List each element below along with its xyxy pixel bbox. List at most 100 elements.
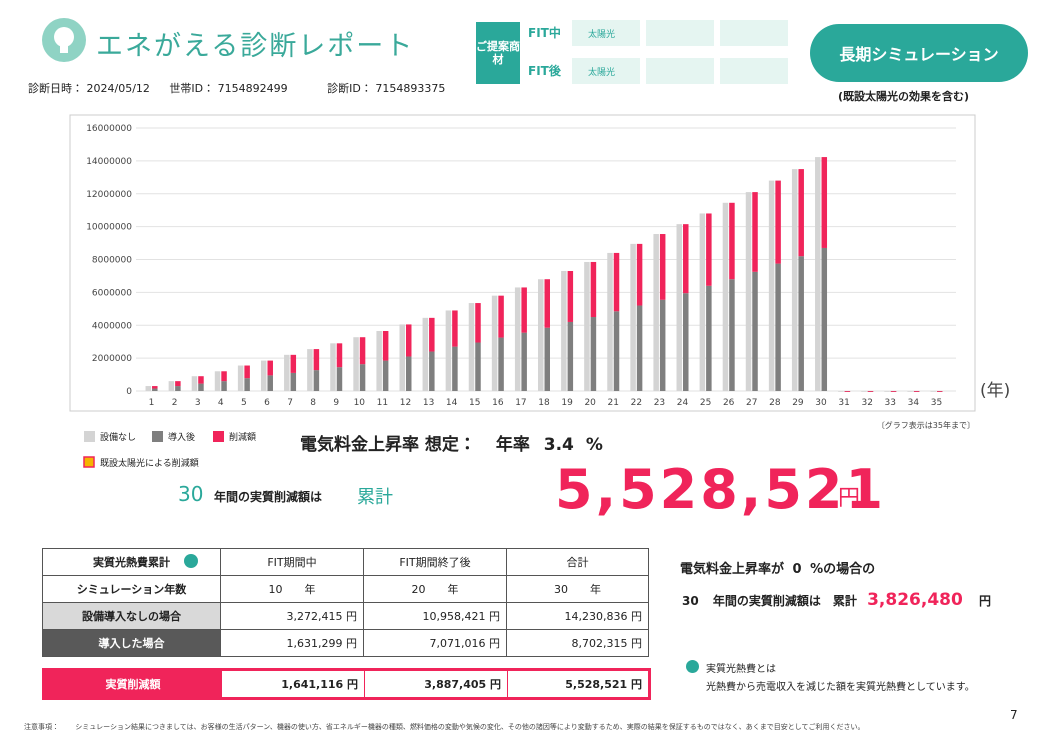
bar-segment xyxy=(244,365,250,379)
household-label: 世帯ID： xyxy=(169,82,215,95)
bar-segment xyxy=(514,287,521,391)
x-tick-label: 18 xyxy=(538,398,550,408)
diagnosis-label: 診断ID： xyxy=(327,82,372,95)
report-title: エネがえる診断レポート xyxy=(96,31,415,62)
bar-segment xyxy=(330,343,336,391)
y-tick-label: 10000000 xyxy=(86,223,132,233)
table-header-cell: 実質光熱費累計 xyxy=(42,548,221,576)
bar-segment xyxy=(775,180,781,264)
bar-segment xyxy=(798,169,804,257)
x-tick-label: 5 xyxy=(241,398,247,408)
proposal-empty xyxy=(720,20,788,46)
logo-icon xyxy=(42,18,86,62)
x-tick-label: 25 xyxy=(700,398,711,408)
summary-years: 30 xyxy=(178,482,204,506)
bar-segment xyxy=(475,342,481,391)
proposal-row-label: FIT後 xyxy=(528,64,561,78)
bar-segment xyxy=(752,192,758,272)
bar-segment xyxy=(152,386,158,389)
table-header-row: 実質光熱費累計 FIT期間中 FIT期間終了後 合計 xyxy=(42,548,649,576)
summary-yen: 円 xyxy=(838,486,861,511)
bar-segment xyxy=(198,376,204,384)
proposal-item: 太陽光 xyxy=(572,20,640,46)
table-header-cell: FIT期間終了後 xyxy=(363,548,507,576)
bar-segment xyxy=(567,271,574,322)
x-tick-label: 33 xyxy=(885,398,896,408)
bar-segment xyxy=(175,381,181,387)
x-tick-label: 26 xyxy=(723,398,735,408)
y-tick-label: 14000000 xyxy=(86,157,132,167)
help-icon xyxy=(184,554,198,568)
table-row: 導入した場合 1,631,299 円 7,071,016 円 8,702,315 円 xyxy=(42,629,649,657)
bar-segment xyxy=(867,391,874,392)
zero-years: 30 xyxy=(682,594,699,608)
bar-segment xyxy=(913,391,920,392)
long-simulation-button[interactable]: 長期シミュレーション xyxy=(810,24,1028,82)
logo-bulb xyxy=(54,27,74,47)
bar-segment xyxy=(168,381,175,391)
y-tick-label: 6000000 xyxy=(92,288,132,298)
x-tick-label: 7 xyxy=(287,398,293,408)
rate-value: 3.4 xyxy=(543,435,574,455)
x-tick-label: 8 xyxy=(310,398,316,408)
bar-segment xyxy=(475,303,481,343)
bar-segment xyxy=(745,192,752,391)
table-cell: 7,071,016 円 xyxy=(363,629,507,657)
bar-segment xyxy=(676,224,683,391)
chart: 0200000040000006000000800000010000000120… xyxy=(69,114,1010,469)
table-cell: 14,230,836 円 xyxy=(506,602,649,630)
total-cell: 3,887,405 円 xyxy=(364,669,508,699)
x-tick-label: 23 xyxy=(654,398,665,408)
bar-segment xyxy=(538,279,544,391)
bar-segment xyxy=(313,349,320,371)
zero-text: 年間の実質削減額は 累計 xyxy=(712,594,857,608)
proposal-item: 太陽光 xyxy=(572,58,640,84)
bar-segment xyxy=(498,295,504,338)
x-tick-label: 21 xyxy=(608,398,619,408)
bar-segment xyxy=(729,202,735,280)
bar-segment xyxy=(930,391,936,392)
bar-segment xyxy=(405,356,412,391)
bar-segment xyxy=(768,180,775,391)
bar-segment xyxy=(630,243,636,391)
bar-segment xyxy=(267,360,273,376)
bar-segment xyxy=(267,375,273,391)
bar-segment xyxy=(336,367,343,391)
help-icon xyxy=(686,660,699,673)
x-tick-label: 15 xyxy=(469,398,480,408)
footer: 注意事項： シミュレーション結果につきましては、お客様の生活パターン、機器の使い… xyxy=(24,722,864,732)
bar-segment xyxy=(590,261,597,318)
bar-segment xyxy=(175,386,181,391)
bar-segment xyxy=(260,360,267,391)
bar-segment xyxy=(429,317,435,352)
rate-unit: % xyxy=(585,435,603,455)
table-row: 設備導入なしの場合 3,272,415 円 10,958,421 円 14,230,8… xyxy=(42,602,649,630)
bar-segment xyxy=(561,271,567,391)
table-cell: 8,702,315 円 xyxy=(506,629,649,657)
page-number: 7 xyxy=(1010,708,1018,722)
x-tick-label: 34 xyxy=(908,398,920,408)
bar-segment xyxy=(683,224,689,294)
zero-yen: 円 xyxy=(979,594,992,608)
note-title: 実質光熱費とは xyxy=(706,664,776,675)
x-tick-label: 24 xyxy=(677,398,689,408)
bar-segment xyxy=(452,310,458,347)
bar-segment xyxy=(884,391,890,392)
x-tick-label: 2 xyxy=(172,398,178,408)
date-label: 診断日時： xyxy=(28,82,83,95)
total-cell: 実質削減額 xyxy=(43,669,222,699)
bar-segment xyxy=(584,261,590,391)
bar-segment xyxy=(491,295,498,391)
rate-line: 電気料金上昇率 想定： 年率 3.4 % xyxy=(300,430,603,455)
table-cell: 10,958,421 円 xyxy=(363,602,507,630)
bar-segment xyxy=(353,337,359,391)
bar-segment xyxy=(544,279,550,328)
legend-label: 削減額 xyxy=(229,431,256,443)
zero-prefix: 電気料金上昇率が xyxy=(680,562,785,577)
x-tick-label: 28 xyxy=(769,398,781,408)
table-row: シミュレーション年数 10 年 20 年 30 年 xyxy=(42,575,649,603)
proposal-empty xyxy=(646,20,714,46)
table-cell: 設備導入なしの場合 xyxy=(42,602,221,630)
footer-label: 注意事項： xyxy=(24,723,59,731)
